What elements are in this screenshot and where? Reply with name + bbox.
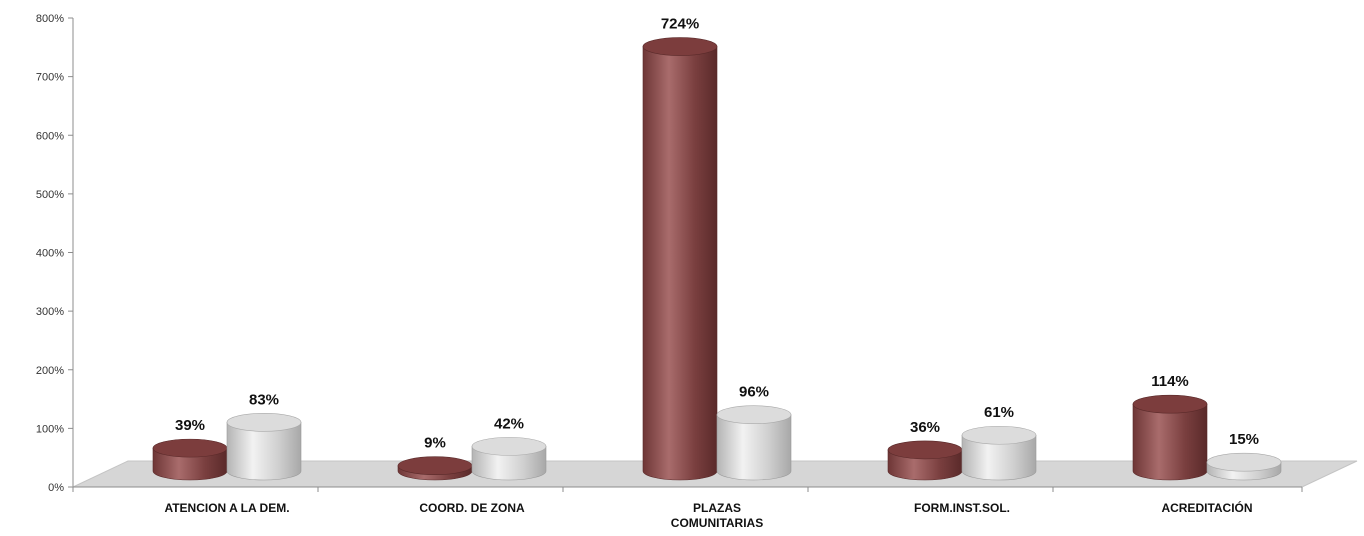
data-label-series1-5: 114% bbox=[1151, 373, 1189, 390]
data-label-series1-1: 39% bbox=[175, 417, 205, 434]
y-tick-label: 100% bbox=[36, 423, 64, 435]
y-tick-label: 200% bbox=[36, 365, 64, 377]
bar-series2-5 bbox=[1206, 452, 1282, 481]
y-tick-label: 300% bbox=[36, 306, 64, 318]
y-tick-label: 500% bbox=[36, 189, 64, 201]
data-label-series2-3: 96% bbox=[739, 384, 769, 401]
y-tick-label: 0% bbox=[48, 482, 64, 494]
bar-series1-3 bbox=[642, 37, 718, 481]
y-tick-label: 800% bbox=[36, 13, 64, 25]
bar-series1-5 bbox=[1132, 394, 1208, 481]
category-label: COORD. DE ZONA bbox=[419, 501, 525, 515]
data-label-series1-2: 9% bbox=[424, 435, 446, 452]
y-tick-label: 700% bbox=[36, 72, 64, 84]
data-label-series2-1: 83% bbox=[249, 391, 279, 408]
category-label: PLAZAS COMUNITARIAS bbox=[671, 501, 763, 530]
category-label: ATENCION A LA DEM. bbox=[164, 501, 289, 515]
data-label-series2-4: 61% bbox=[984, 404, 1014, 421]
bar-series1-1 bbox=[152, 438, 228, 481]
bar-series1-2 bbox=[397, 456, 473, 481]
bar-series1-4 bbox=[887, 440, 963, 481]
data-label-series2-5: 15% bbox=[1229, 431, 1259, 448]
bar-series2-1 bbox=[226, 413, 302, 481]
y-tick-label: 600% bbox=[36, 130, 64, 142]
bar-series2-4 bbox=[961, 425, 1037, 481]
y-tick-label: 400% bbox=[36, 248, 64, 260]
data-label-series1-4: 36% bbox=[910, 419, 940, 436]
category-label: FORM.INST.SOL. bbox=[914, 501, 1010, 515]
category-label: ACREDITACIÓN bbox=[1161, 500, 1252, 515]
data-label-series1-3: 724% bbox=[661, 16, 699, 33]
bar-series2-2 bbox=[471, 437, 547, 481]
data-label-series2-2: 42% bbox=[494, 415, 524, 432]
bar-series2-3 bbox=[716, 405, 792, 481]
